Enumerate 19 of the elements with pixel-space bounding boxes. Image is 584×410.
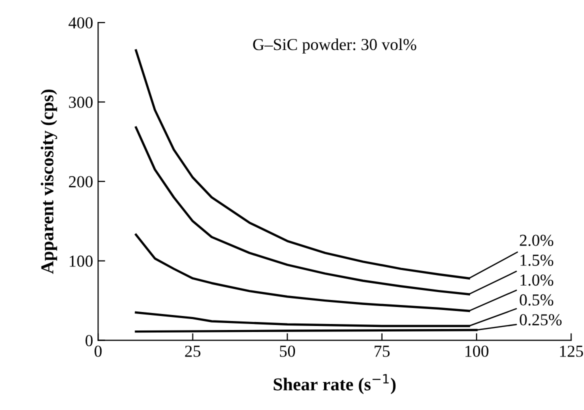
y-tick-label: 100 [70,256,93,267]
y-tick-label: 200 [68,176,93,188]
text: 1.5% [520,254,554,266]
x-tick-label: 0 [94,346,102,357]
legend-label: 1.0% [520,274,554,286]
x-tick-label: 25 [185,346,200,357]
x-tick-label: 100 [466,346,488,357]
x-tick-label: 50 [280,346,296,357]
x-tick-label: 75 [374,346,390,357]
text: 2.0% [520,234,554,246]
y-tick-label: 300 [69,96,93,108]
x-axis-title: Shear rate (s$^{−1}$) [274,374,396,394]
legend-label: 0.25% [520,314,562,326]
x-tick-label: 125 [560,346,583,357]
text: G–SiC powder: 30 vol% [253,38,416,54]
legend-label: 0.5% [520,294,554,306]
y-tick-label: 0 [86,335,93,346]
y-axis-title: Apparent viscosity (cps) [40,90,58,274]
y-tick-label: 400 [68,17,93,28]
